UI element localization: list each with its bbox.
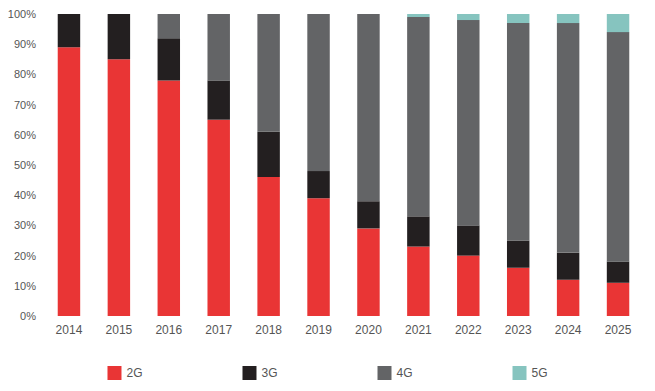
svg-text:70%: 70% [14,99,36,111]
svg-text:40%: 40% [14,189,36,201]
svg-text:5G: 5G [532,366,548,380]
svg-text:0%: 0% [20,310,36,322]
svg-text:2018: 2018 [255,323,282,337]
svg-text:2020: 2020 [355,323,382,337]
svg-text:2022: 2022 [455,323,482,337]
svg-text:60%: 60% [14,129,36,141]
svg-text:10%: 10% [14,280,36,292]
svg-text:2017: 2017 [205,323,232,337]
svg-text:2019: 2019 [305,323,332,337]
svg-text:20%: 20% [14,250,36,262]
svg-text:2023: 2023 [505,323,532,337]
svg-text:2025: 2025 [605,323,632,337]
svg-text:2016: 2016 [155,323,182,337]
svg-text:3G: 3G [261,366,277,380]
svg-text:90%: 90% [14,38,36,50]
svg-text:2015: 2015 [106,323,133,337]
svg-text:4G: 4G [397,366,413,380]
svg-text:2G: 2G [126,366,142,380]
svg-text:2014: 2014 [56,323,83,337]
svg-text:50%: 50% [14,159,36,171]
svg-text:2021: 2021 [405,323,432,337]
svg-text:80%: 80% [14,68,36,80]
svg-text:2024: 2024 [555,323,582,337]
svg-text:100%: 100% [8,8,36,20]
svg-text:30%: 30% [14,219,36,231]
